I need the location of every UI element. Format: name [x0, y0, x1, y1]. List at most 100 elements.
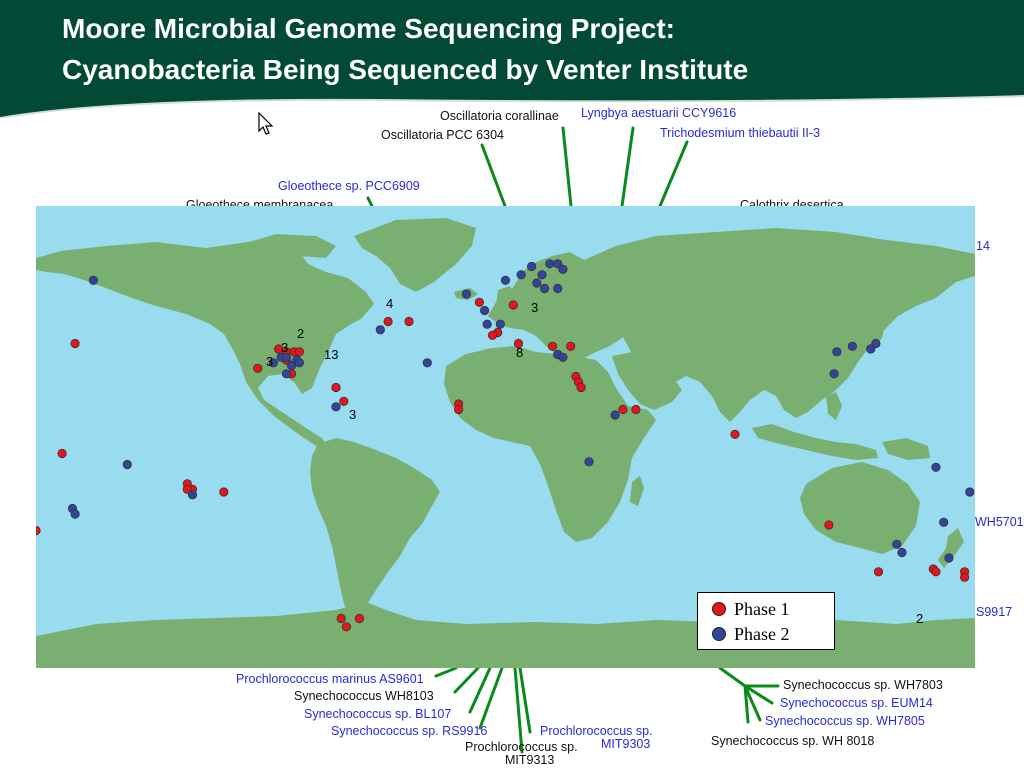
tree-label-edge: 14 — [976, 239, 990, 253]
phase-1-site — [336, 613, 346, 624]
phase-1-site — [513, 338, 524, 349]
tree-label: Synechococcus sp. WH 8018 — [711, 734, 875, 748]
tree-label-edge: WH5701 — [975, 515, 1024, 529]
phase-1-site — [219, 487, 229, 497]
phase-2-site — [584, 457, 594, 467]
tree-label: Oscillatoria corallinae — [440, 109, 559, 123]
phase-2-site — [495, 319, 505, 329]
madagascar — [630, 476, 644, 506]
asia — [584, 228, 975, 422]
red-dot-icon — [712, 602, 726, 616]
header-background — [0, 0, 1024, 119]
phase-1-site — [182, 484, 192, 494]
phase-2-site — [479, 305, 490, 316]
phase-2-site — [482, 319, 492, 329]
europe — [488, 252, 632, 358]
phase-1-site — [730, 429, 740, 439]
phase-1-site — [341, 622, 351, 632]
phase-2-site — [122, 459, 132, 470]
slide-title: Moore Microbial Genome Sequencing Projec… — [62, 8, 748, 90]
japan — [860, 310, 886, 348]
title-line-1: Moore Microbial Genome Sequencing Projec… — [62, 13, 675, 44]
africa — [444, 346, 656, 542]
phase-2-site — [829, 369, 839, 379]
phase-1-site — [57, 448, 67, 459]
site-count-label: 2 — [916, 611, 923, 626]
phase-1-site — [331, 382, 341, 393]
phase-1-site — [824, 520, 834, 530]
tree-label: Synechococcus sp. RS9916 — [331, 724, 488, 738]
phase-1-site — [404, 316, 414, 327]
phase-2-site — [294, 358, 304, 368]
phase-1-site — [383, 316, 393, 327]
phase-2-site — [871, 338, 881, 349]
phase-2-site — [88, 275, 99, 285]
title-line-2: Cyanobacteria Being Sequenced by Venter … — [62, 54, 749, 85]
indonesia — [752, 424, 878, 460]
tree-label-edge: S9917 — [976, 605, 1013, 619]
phase-2-site — [532, 278, 542, 288]
site-count-label: 3 — [531, 300, 538, 315]
world-map: 4 2 3 13 3 3 8 3 2 — [36, 206, 975, 668]
tree-label: Synechococcus sp. BL107 — [304, 707, 452, 721]
phase-1-site — [576, 382, 586, 393]
tree-label: Synechococcus sp. EUM14 — [780, 696, 933, 710]
blue-dot-icon — [712, 627, 726, 641]
phase-2-site — [422, 358, 432, 368]
phase-1-site — [487, 330, 498, 340]
phase-2-site — [500, 275, 511, 285]
arabian-peninsula — [612, 352, 682, 410]
arctic-islands — [236, 234, 336, 260]
greenland — [354, 218, 476, 292]
phase-2-site — [558, 352, 568, 362]
phase-2-site — [939, 517, 949, 527]
phase-2-site — [461, 289, 471, 299]
phase-2-site — [866, 344, 876, 354]
tree-label: Lyngbya aestuarii CCY9616 — [581, 106, 737, 120]
antarctica — [36, 602, 975, 668]
phase-1-site — [354, 613, 364, 624]
tree-label: MIT9303 — [601, 737, 651, 751]
phase-1-site — [873, 567, 884, 577]
phase-2-site — [610, 410, 620, 420]
tree-label: Synechococcus WH8103 — [294, 689, 434, 703]
site-count-label: 2 — [297, 326, 304, 341]
tree-label: Prochlorococcus sp. — [540, 724, 653, 738]
landmasses — [36, 218, 975, 668]
sample-sites — [36, 259, 975, 632]
legend-phase-2: Phase 2 — [712, 623, 790, 645]
legend-phase-2-label: Phase 2 — [734, 624, 790, 644]
phase-1-site — [547, 341, 558, 351]
phase-2-site — [847, 341, 858, 351]
australia — [800, 462, 920, 554]
tree-label: MIT9313 — [505, 753, 555, 767]
phase-2-site — [897, 547, 907, 558]
north-america — [36, 240, 374, 446]
phase-2-site — [537, 270, 547, 280]
phase-2-site — [553, 259, 563, 269]
title-header: Moore Microbial Genome Sequencing Projec… — [0, 0, 1024, 119]
phase-1-site — [36, 525, 41, 536]
phase-2-site — [375, 325, 385, 335]
phase-1-site — [631, 404, 641, 415]
phase-2-site — [965, 487, 975, 497]
legend-phase-1-label: Phase 1 — [734, 599, 790, 619]
south-america — [310, 438, 440, 620]
phase-1-site — [453, 404, 464, 415]
phase-2-site — [944, 553, 954, 563]
phase-1-site — [253, 363, 263, 373]
phase-2-site — [892, 539, 902, 549]
philippines — [826, 392, 842, 420]
phase-1-site — [959, 572, 970, 582]
site-count-label: 3 — [349, 407, 356, 422]
site-count-label: 3 — [281, 340, 288, 355]
phase-1-site — [931, 567, 941, 577]
map-legend: Phase 1 Phase 2 — [697, 592, 835, 650]
phase-2-site — [553, 283, 563, 294]
phase-1-site — [618, 404, 628, 415]
site-count-label: 3 — [266, 354, 273, 369]
phase-2-site — [187, 490, 198, 500]
tree-label: Prochlorococcus sp. — [465, 740, 578, 754]
phase-2-site — [832, 347, 842, 357]
